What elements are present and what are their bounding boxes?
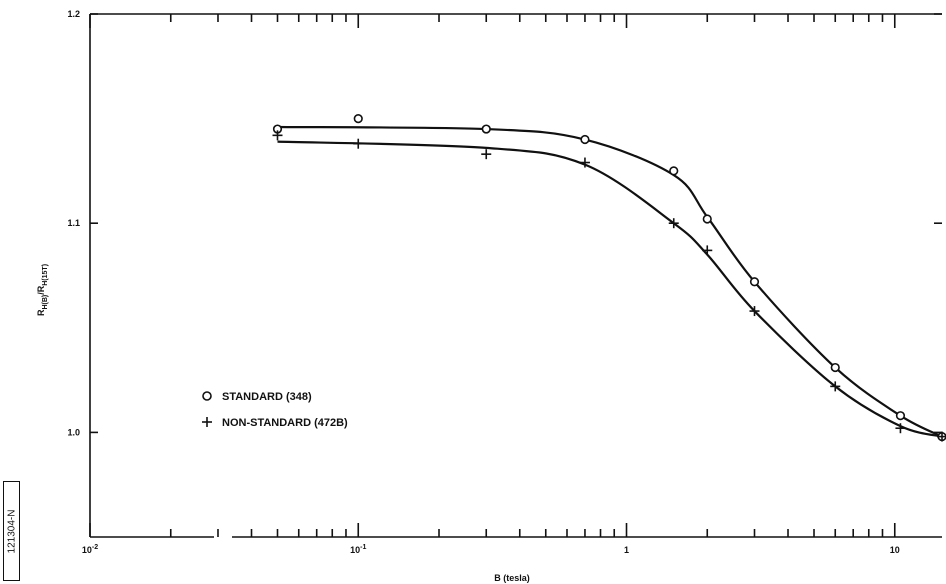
x-tick-label: 10-2 [82, 544, 98, 555]
fit-curve-standard [277, 125, 943, 438]
legend-marker-nonstandard [202, 417, 212, 427]
point-nonstandard [353, 138, 364, 149]
point-standard [669, 166, 679, 176]
point-nonstandard [668, 218, 679, 229]
point-nonstandard [272, 130, 283, 141]
point-standard [481, 124, 491, 134]
y-tick-label: 1.2 [67, 9, 80, 19]
point-nonstandard [579, 157, 590, 168]
x-tick-label: 1 [624, 545, 629, 555]
figure-id-label: 121304-N [3, 481, 20, 581]
y-tick-label: 1.1 [67, 218, 80, 228]
x-axis-label: B (tesla) [494, 573, 530, 583]
axis-ticks [89, 13, 942, 537]
point-standard [749, 277, 760, 287]
point-standard [895, 411, 906, 421]
fit-curve-nonstandard [277, 140, 943, 438]
point-nonstandard [481, 149, 492, 160]
point-standard [702, 214, 712, 224]
fit-curves [277, 125, 943, 438]
x-tick-label: 10 [890, 545, 900, 555]
legend: STANDARD (348) NON-STANDARD (472B) [202, 391, 348, 429]
y-axis-label: RH(B)/RH(15T) [36, 264, 49, 316]
point-standard [580, 134, 590, 145]
figure-id-text: 121304-N [6, 509, 18, 553]
point-nonstandard [830, 381, 841, 392]
point-nonstandard [895, 423, 906, 434]
point-nonstandard [749, 306, 760, 317]
legend-label-nonstandard: NON-STANDARD (472B) [222, 417, 348, 429]
data-points [272, 113, 946, 442]
legend-label-standard: STANDARD (348) [222, 391, 312, 403]
axes-frame [89, 13, 942, 538]
legend-marker-standard [202, 391, 212, 401]
point-standard [830, 362, 840, 373]
point-nonstandard [937, 431, 946, 442]
x-tick-label: 10-1 [350, 544, 366, 555]
point-nonstandard [702, 245, 713, 256]
point-standard [353, 113, 363, 124]
tick-labels: 1.2 1.1 1.0 10-2 10-1 1 10 [67, 9, 899, 555]
y-tick-label: 1.0 [67, 427, 80, 437]
